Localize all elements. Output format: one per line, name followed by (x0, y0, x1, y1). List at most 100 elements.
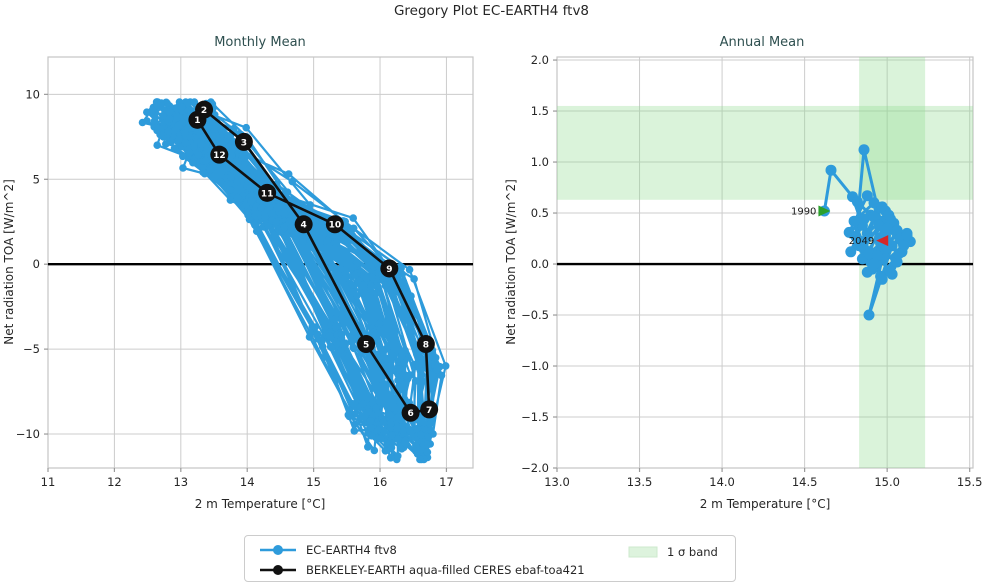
monthly-point (153, 141, 161, 149)
monthly-point (350, 427, 359, 435)
monthly-point (227, 173, 235, 182)
monthly-point (339, 340, 348, 349)
x-tick-label: 13 (173, 475, 188, 489)
monthly-point (150, 117, 159, 125)
month-marker (357, 335, 376, 354)
monthly-point (318, 221, 326, 230)
annual-point (851, 196, 863, 208)
monthly-point (402, 371, 411, 380)
monthly-point (189, 158, 197, 167)
chart-canvas: Monthly Mean Annual Mean 2 m Temperature… (2, 35, 983, 511)
monthly-point (337, 330, 346, 339)
monthly-point (251, 221, 259, 229)
y-tick-label: −0.5 (521, 308, 549, 322)
month-marker (210, 145, 229, 164)
monthly-point (350, 327, 359, 336)
monthly-point (185, 148, 194, 157)
monthly-point (364, 408, 373, 416)
y-tick-label: 10 (25, 87, 40, 101)
monthly-point (360, 289, 369, 297)
y-tick-label: 0.0 (531, 257, 549, 271)
year-annotation: 2049 (849, 236, 874, 247)
x-tick-label: 17 (439, 475, 454, 489)
monthly-point (348, 281, 356, 289)
x-tick-label: 13.0 (544, 475, 570, 489)
monthly-point (426, 419, 435, 428)
green-band-patch-icon (628, 546, 658, 558)
monthly-point (280, 209, 289, 218)
x-tick-label: 14.0 (709, 475, 735, 489)
monthly-point (318, 228, 327, 236)
y-tick-label: −10 (16, 427, 40, 441)
x-tick-label: 13.5 (627, 475, 653, 489)
month-marker (294, 215, 313, 234)
monthly-point (437, 371, 446, 380)
monthly-point (380, 427, 389, 436)
monthly-point (181, 139, 190, 147)
monthly-point (179, 164, 187, 172)
month-number-label: 4 (301, 221, 307, 231)
monthly-point (428, 383, 436, 392)
monthly-point (197, 140, 206, 148)
monthly-point (165, 108, 174, 116)
annual-point (858, 144, 870, 156)
month-number-label: 6 (407, 409, 413, 419)
monthly-point (173, 113, 181, 122)
monthly-point (407, 292, 415, 300)
annual-point (891, 256, 903, 268)
monthly-point (242, 123, 250, 132)
legend-item-sigma-band: 1 σ band (628, 542, 718, 562)
monthly-point (270, 230, 279, 239)
monthly-point (165, 115, 174, 123)
monthly-point (177, 103, 186, 111)
monthly-point (377, 375, 386, 384)
annual-point (863, 309, 875, 321)
annual-point (850, 231, 862, 242)
monthly-point (370, 446, 379, 455)
monthly-point (397, 278, 406, 287)
month-number-label: 7 (426, 406, 432, 416)
monthly-point (190, 98, 199, 106)
monthly-point (371, 331, 380, 339)
monthly-point (412, 443, 421, 451)
legend-label-berkeley: BERKELEY-EARTH aqua-filled CERES ebaf-to… (306, 563, 585, 577)
monthly-point (181, 129, 190, 137)
monthly-point (398, 270, 407, 279)
y-tick-label: −2.0 (521, 461, 549, 475)
monthly-point (387, 419, 395, 428)
monthly-point (284, 170, 293, 178)
monthly-point (183, 99, 192, 108)
monthly-point (201, 157, 210, 165)
monthly-point (280, 223, 289, 232)
monthly-point (393, 413, 402, 422)
monthly-point (350, 344, 358, 353)
month-number-label: 9 (386, 265, 392, 275)
monthly-point (427, 426, 435, 435)
monthly-point (413, 424, 422, 433)
right-triangle-icon (818, 205, 831, 217)
monthly-point (326, 342, 335, 351)
monthly-point (325, 332, 334, 340)
monthly-point (233, 178, 241, 186)
x-tick-label: 11 (41, 475, 56, 489)
monthly-point (261, 212, 269, 221)
monthly-point (428, 371, 437, 380)
monthly-point (373, 282, 382, 290)
monthly-point (351, 420, 360, 428)
monthly-point (364, 443, 372, 451)
monthly-point (226, 196, 235, 204)
monthly-point (174, 121, 183, 130)
monthly-point (386, 355, 395, 364)
monthly-point (416, 455, 424, 464)
monthly-point (247, 196, 256, 205)
legend-item-berkeley: BERKELEY-EARTH aqua-filled CERES ebaf-to… (259, 560, 585, 580)
monthly-point (208, 118, 217, 126)
monthly-point (163, 99, 171, 108)
sigma-band-horizontal (557, 105, 973, 200)
monthly-point (405, 265, 414, 274)
right-y-axis-label: Net radiation TOA [W/m^2] (504, 179, 518, 345)
monthly-point (233, 193, 242, 202)
monthly-point (323, 236, 332, 245)
monthly-point (331, 323, 340, 332)
